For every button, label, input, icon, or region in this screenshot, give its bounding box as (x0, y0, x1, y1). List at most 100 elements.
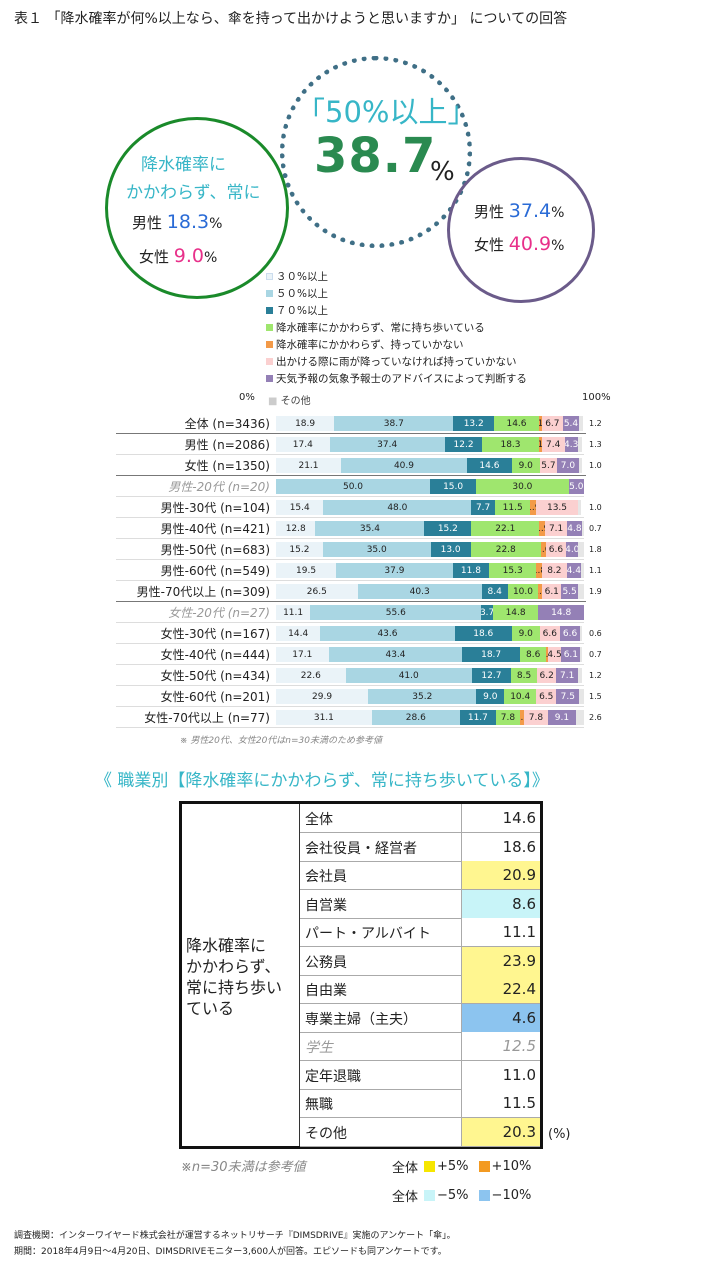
row-divider (116, 517, 584, 518)
other-value-label: 1.2 (589, 671, 602, 680)
occupation-value: 14.6 (461, 804, 540, 832)
bar-segment: 1.6 (540, 542, 546, 557)
occupation-row: パート・アルバイト 11.1 (300, 918, 540, 947)
bar-segment: 4.5 (547, 647, 562, 662)
always-circle-line1: 降水確率に (141, 155, 226, 175)
key-plus5-label: +5% (437, 1159, 469, 1174)
bar-segment: 22.6 (276, 668, 346, 683)
legend-label: 降水確率にかかわらず、常に持ち歩いている (276, 322, 485, 334)
bar-segment: 6.6 (559, 626, 581, 641)
row-label: 女性-20代 (n=27) (168, 606, 270, 620)
occupation-value: 8.6 (461, 889, 540, 918)
legend-item: ５０%以上 (266, 285, 527, 302)
occupation-row: 会社員 20.9 (300, 861, 540, 890)
bar-segment-other (578, 542, 584, 557)
occupation-row: 専業主婦（主夫） 4.6 (300, 1003, 540, 1033)
bar-segment: 26.5 (276, 584, 358, 599)
bar-segment-other (581, 521, 584, 536)
always-circle-line2: かかわらず、常に (126, 183, 261, 203)
legend-item: 降水確率にかかわらず、持っていかない (266, 336, 527, 353)
occupation-row: 自由業 22.4 (300, 975, 540, 1004)
bar-row: 15.448.07.711.51.913.5 (276, 500, 584, 515)
bar-segment-other (577, 437, 582, 452)
bar-segment: 1.9 (530, 500, 537, 515)
bar-segment: 1.3 (538, 584, 543, 599)
axis-max-label: 100% (582, 392, 611, 403)
gender-label: 女性 (474, 236, 505, 254)
bar-segment: 1 (538, 416, 543, 431)
bar-segment: 7.4 (541, 437, 565, 452)
category-line: ている (186, 999, 235, 1018)
row-label: 男性 (n=2086) (184, 438, 270, 452)
legend-swatch (266, 290, 273, 297)
bar-segment: 11.1 (276, 605, 311, 620)
bar-segment: 7.8 (495, 710, 520, 725)
key-base-label: 全体 (392, 1161, 419, 1176)
legend-swatch (266, 307, 273, 314)
bar-row: 50.0 15.0 30.0 5.0 (276, 479, 584, 494)
row-label: 男性-60代 (n=549) (160, 564, 270, 578)
bar-segment-other (575, 710, 584, 725)
bar-segment: 5.4 (562, 416, 580, 431)
other-value-label: 0.7 (589, 524, 602, 533)
legend-swatch (266, 324, 273, 331)
bar-segment: 5.5 (561, 584, 579, 599)
bar-segment: 18.3 (482, 437, 539, 452)
bar-segment: 10.0 (507, 584, 539, 599)
bar-segment: 9.1 (547, 710, 576, 725)
row-divider (116, 727, 584, 728)
bar-segment: 28.6 (371, 710, 460, 725)
row-divider (116, 538, 584, 539)
occupation-value: 23.9 (461, 946, 540, 975)
bar-segment: 7.7 (471, 500, 495, 515)
bar-segment: 40.9 (340, 458, 467, 473)
bar-segment: 8.2 (541, 563, 567, 578)
bar-segment: 11.5 (494, 500, 531, 515)
occupation-category-cell: 降水確率に かかわらず、 常に持ち歩い ている (182, 804, 300, 1146)
bar-segment: 8.5 (510, 668, 538, 683)
key-swatch-orange (478, 1161, 490, 1172)
row-label: 男性-50代 (n=683) (160, 543, 270, 557)
bar-segment: 14.8 (538, 605, 584, 620)
legend-label: 出かける際に雨が降っていなければ持っていかない (276, 356, 517, 368)
percent-unit: % (551, 238, 565, 254)
bar-segment: 41.0 (345, 668, 472, 683)
bar-segment: 4.4 (567, 563, 581, 578)
occupation-row: 学生 12.5 (300, 1032, 540, 1061)
occupation-value: 11.5 (461, 1089, 540, 1117)
color-key-plus: 全体 +5% +10% (392, 1157, 531, 1176)
fifty-circle-unit: % (430, 157, 455, 187)
always-carry-circle (105, 117, 289, 299)
bar-segment: 18.7 (462, 647, 520, 662)
bar-segment: 1.9 (539, 521, 546, 536)
bar-segment: 31.1 (276, 710, 372, 725)
other-value-label: 1.5 (589, 692, 602, 701)
bar-segment: 38.7 (334, 416, 454, 431)
bar-segment: 14.8 (492, 605, 539, 620)
legend-label: 降水確率にかかわらず、持っていかない (276, 339, 464, 351)
bar-segment: 12.2 (444, 437, 483, 452)
occupation-row: 自営業 8.6 (300, 889, 540, 919)
occupation-name: 自営業 (305, 897, 347, 914)
occupation-value: 18.6 (461, 832, 540, 861)
occupation-value: 22.4 (461, 975, 540, 1003)
occupation-name: 会社員 (305, 869, 347, 885)
key-base-label: 全体 (392, 1190, 419, 1205)
bar-segment-other (580, 626, 583, 641)
key-swatch-light-cyan (424, 1190, 436, 1201)
legend-label: 天気予報の気象予報士のアドバイスによって判断する (276, 373, 527, 385)
fifty-percent-circle (280, 56, 472, 248)
row-divider (116, 622, 584, 623)
bar-segment: 15.0 (430, 479, 477, 494)
bar-segment: 7.5 (556, 689, 580, 704)
occupation-name: その他 (305, 1125, 347, 1142)
bar-segment: 30.0 (476, 479, 569, 494)
bar-segment: 17.1 (276, 647, 329, 662)
bar-segment: 13.5 (536, 500, 578, 515)
bar-segment: 6.1 (542, 584, 562, 599)
bar-segment: 40.3 (357, 584, 482, 599)
occupation-row: その他 20.3 (300, 1117, 540, 1147)
source-line-1: 調査機関：インターワイヤード株式会社が運営するネットリサーチ『DIMSDRIVE… (14, 1231, 456, 1241)
bar-segment: 35.4 (315, 521, 425, 536)
key-minus5-label: −5% (437, 1188, 469, 1203)
